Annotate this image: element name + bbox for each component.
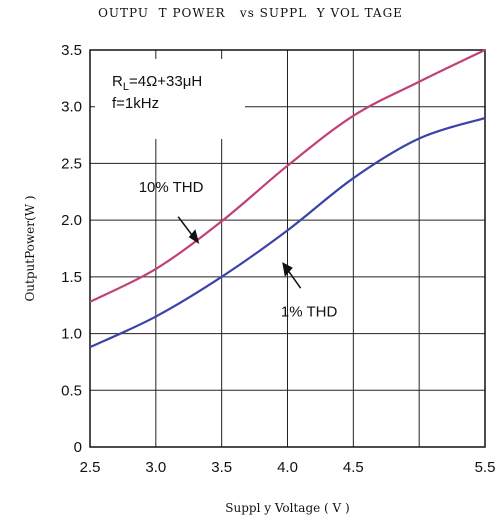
x-axis-title: Suppl y Voltage ( V ) [225,501,349,515]
x-tick-label: 4.5 [343,459,364,476]
annotation-1pct-thd: 1% THD [281,304,338,321]
y-axis-title: OutputPower(W ) [23,195,37,301]
y-tick-label: 0.5 [61,382,82,399]
x-tick-label: 3.5 [211,459,232,476]
y-tick-label: 1.0 [61,326,82,343]
y-tick-label: 3.5 [61,42,82,59]
legend-box: RL=4Ω+33μH f=1kHz [95,59,245,139]
annotation-10pct-thd: 10% THD [139,179,204,196]
arrowhead-10pct-thd [188,229,200,244]
y-tick-label: 0 [74,439,82,456]
ticks: 0 0.5 1.0 1.5 2.0 2.5 3.0 3.5 2.5 3.0 3.5 4.0 4.5 5.5 [61,42,495,476]
x-tick-label: 4.0 [277,459,298,476]
series-layer [89,49,486,349]
y-tick-label: 2.0 [61,212,82,229]
x-tick-label: 5.5 [475,459,496,476]
y-tick-label: 2.5 [61,155,82,172]
series-line-10pct-thd [89,49,486,303]
legend-line-2: f=1kHz [112,95,159,112]
series-line-1pct-thd [89,117,486,349]
x-tick-label: 2.5 [80,459,101,476]
chart-title: OUTPU T POWER vs SUPPL Y VOL TAGE [98,6,403,20]
plot-frame [89,49,486,448]
legend-line-1: RL=4Ω+33μH [112,73,202,93]
arrowhead-1pct-thd [282,262,293,277]
legend-background [95,59,245,139]
y-tick-label: 3.0 [61,99,82,116]
annotations: 10% THD 1% THD [139,179,338,321]
x-tick-label: 3.0 [145,459,166,476]
y-tick-label: 1.5 [61,269,82,286]
